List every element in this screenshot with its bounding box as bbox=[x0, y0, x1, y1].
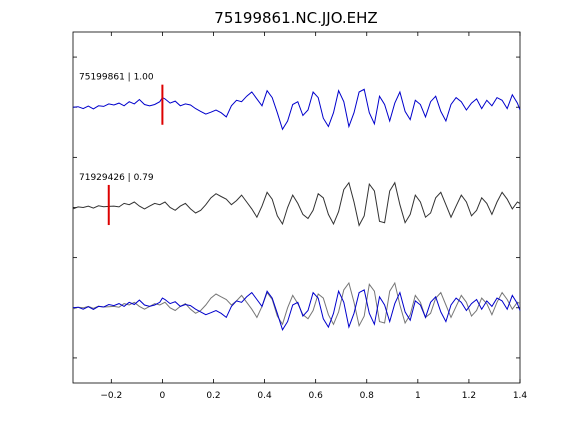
chart-title: 75199861.NC.JJO.EHZ bbox=[214, 9, 377, 27]
x-tick-label: 1.4 bbox=[513, 391, 528, 401]
x-tick-label: 0 bbox=[160, 391, 166, 401]
trace-1-label: 75199861 | 1.00 bbox=[79, 73, 154, 83]
trace-2-line bbox=[72, 181, 521, 227]
x-tick-label: −0.2 bbox=[100, 391, 122, 401]
x-tick-label: 1 bbox=[415, 391, 421, 401]
x-tick-label: 0.8 bbox=[360, 391, 375, 401]
traces bbox=[72, 84, 521, 331]
x-tick-label: 0.2 bbox=[206, 391, 220, 401]
axes: −0.2 0 0.2 0.4 0.6 0.8 1 1.2 1.4 bbox=[73, 32, 527, 401]
trace-1-line bbox=[72, 88, 521, 131]
overlay-trace-2-line bbox=[72, 281, 521, 328]
plot-frame bbox=[72, 31, 521, 384]
trace-2-label: 71929426 | 0.79 bbox=[79, 173, 154, 183]
trace-labels: 75199861 | 1.00 71929426 | 0.79 bbox=[79, 73, 154, 183]
overlay-trace-1-line bbox=[72, 289, 521, 331]
x-tick-label: 0.4 bbox=[257, 391, 272, 401]
x-tick-label: 0.6 bbox=[308, 391, 323, 401]
x-tick-label: 1.2 bbox=[462, 391, 476, 401]
